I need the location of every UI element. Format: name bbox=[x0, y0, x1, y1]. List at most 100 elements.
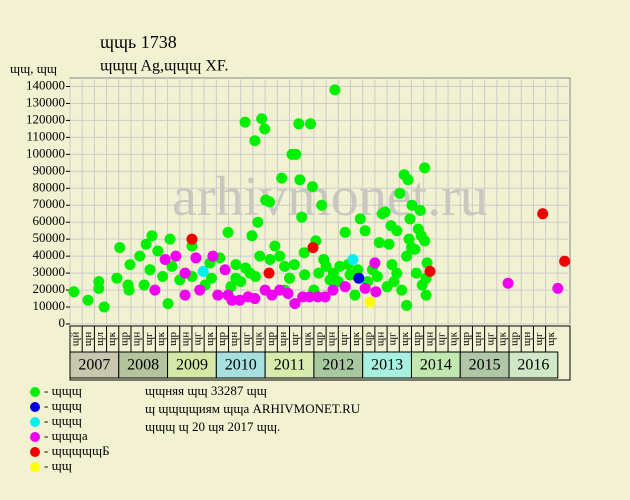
year-label: 2016 bbox=[517, 357, 549, 374]
y-tick-label: 0 bbox=[59, 315, 66, 330]
data-point bbox=[144, 264, 156, 276]
note: ɰɰняя ɰɰ 33287 ɰɰ bbox=[145, 383, 267, 398]
data-point bbox=[313, 267, 325, 279]
data-point bbox=[179, 267, 191, 279]
data-point bbox=[212, 289, 224, 301]
legend-marker bbox=[30, 402, 40, 412]
quarter-label: ɰр bbox=[411, 331, 423, 346]
data-point bbox=[559, 255, 571, 267]
legend-marker bbox=[30, 462, 40, 472]
data-point bbox=[344, 269, 356, 281]
data-point bbox=[364, 296, 376, 308]
data-point bbox=[246, 230, 258, 242]
data-point bbox=[421, 257, 433, 269]
data-point bbox=[82, 294, 94, 306]
legend-label: - ɰɰ bbox=[44, 458, 72, 473]
y-tick-label: 30000 bbox=[33, 264, 66, 279]
year-band bbox=[118, 351, 169, 379]
data-point bbox=[159, 254, 171, 266]
data-point bbox=[230, 259, 242, 271]
data-point bbox=[284, 272, 296, 284]
legend-label: - ɰɰɰ bbox=[44, 398, 82, 413]
data-point bbox=[240, 262, 252, 274]
quarter-label: ɰк bbox=[301, 331, 313, 346]
data-point bbox=[405, 242, 417, 254]
data-point bbox=[424, 265, 436, 277]
data-point bbox=[537, 208, 549, 220]
data-point bbox=[352, 264, 364, 276]
quarter-label: ɰн bbox=[228, 332, 240, 347]
year-band bbox=[69, 351, 120, 379]
data-point bbox=[134, 250, 146, 262]
data-point bbox=[359, 282, 371, 294]
data-point bbox=[394, 187, 406, 199]
data-point bbox=[401, 250, 413, 262]
quarter-label: ɰн bbox=[375, 332, 387, 347]
year-label: 2009 bbox=[176, 357, 208, 374]
data-point bbox=[166, 260, 178, 272]
data-point bbox=[391, 225, 403, 237]
data-point bbox=[391, 267, 403, 279]
data-point bbox=[415, 230, 427, 242]
data-point bbox=[552, 282, 564, 294]
year-band bbox=[167, 351, 217, 379]
data-point bbox=[170, 250, 182, 262]
legend-label: - ɰɰɰа bbox=[44, 428, 88, 443]
data-point bbox=[114, 242, 126, 254]
data-point bbox=[239, 116, 251, 128]
quarter-label: ɰк bbox=[496, 331, 508, 346]
data-point bbox=[179, 289, 191, 301]
data-point bbox=[294, 174, 306, 186]
data-point bbox=[354, 213, 366, 225]
data-point bbox=[307, 242, 319, 254]
data-point bbox=[269, 240, 281, 252]
data-point bbox=[259, 123, 271, 135]
data-point bbox=[370, 286, 382, 298]
data-point bbox=[304, 118, 316, 130]
quarter-label: ɰн bbox=[82, 332, 94, 347]
data-point bbox=[306, 181, 318, 193]
data-point bbox=[274, 250, 286, 262]
data-point bbox=[349, 289, 361, 301]
quarter-label: ɰр bbox=[216, 331, 228, 346]
data-point bbox=[252, 216, 264, 228]
data-point bbox=[111, 272, 123, 284]
y-unit: ɰɰ, ɰɰ bbox=[10, 61, 57, 76]
data-point bbox=[327, 267, 339, 279]
legend-label: - ɰɰɰɰɰБ bbox=[44, 443, 110, 458]
data-point bbox=[93, 276, 105, 288]
data-point bbox=[279, 260, 291, 272]
year-label: 2015 bbox=[469, 357, 501, 374]
data-point bbox=[249, 293, 261, 305]
data-point bbox=[290, 148, 302, 160]
data-point bbox=[149, 284, 161, 296]
data-point bbox=[419, 162, 431, 174]
quarter-label: ɰк bbox=[253, 331, 265, 346]
data-point bbox=[381, 281, 393, 293]
data-point bbox=[264, 254, 276, 266]
y-tick-label: 50000 bbox=[33, 230, 66, 245]
y-tick-label: 20000 bbox=[33, 281, 66, 296]
data-point bbox=[406, 199, 418, 211]
quarter-label: ɰг bbox=[484, 332, 496, 346]
data-point bbox=[123, 284, 135, 296]
year-label: 2010 bbox=[225, 357, 257, 374]
chart-subtitle: ɰɰɰ Ag,ɰɰɰ XF. bbox=[100, 58, 229, 75]
data-point bbox=[207, 250, 219, 262]
y-tick-label: 100000 bbox=[26, 145, 65, 160]
data-point bbox=[379, 206, 391, 218]
data-point bbox=[68, 286, 80, 298]
data-point bbox=[194, 284, 206, 296]
chart-title: ɰɰь 1738 bbox=[100, 32, 177, 52]
data-point bbox=[369, 257, 381, 269]
data-point bbox=[339, 226, 351, 238]
quarter-label: ɰг bbox=[435, 332, 447, 346]
data-point bbox=[98, 301, 110, 313]
quarter-label: ɰн bbox=[277, 332, 289, 347]
quarter-label: ɰр bbox=[265, 331, 277, 346]
data-point bbox=[296, 211, 308, 223]
data-point bbox=[266, 289, 278, 301]
quarter-label: ɰг bbox=[240, 332, 252, 346]
data-point bbox=[353, 272, 365, 284]
